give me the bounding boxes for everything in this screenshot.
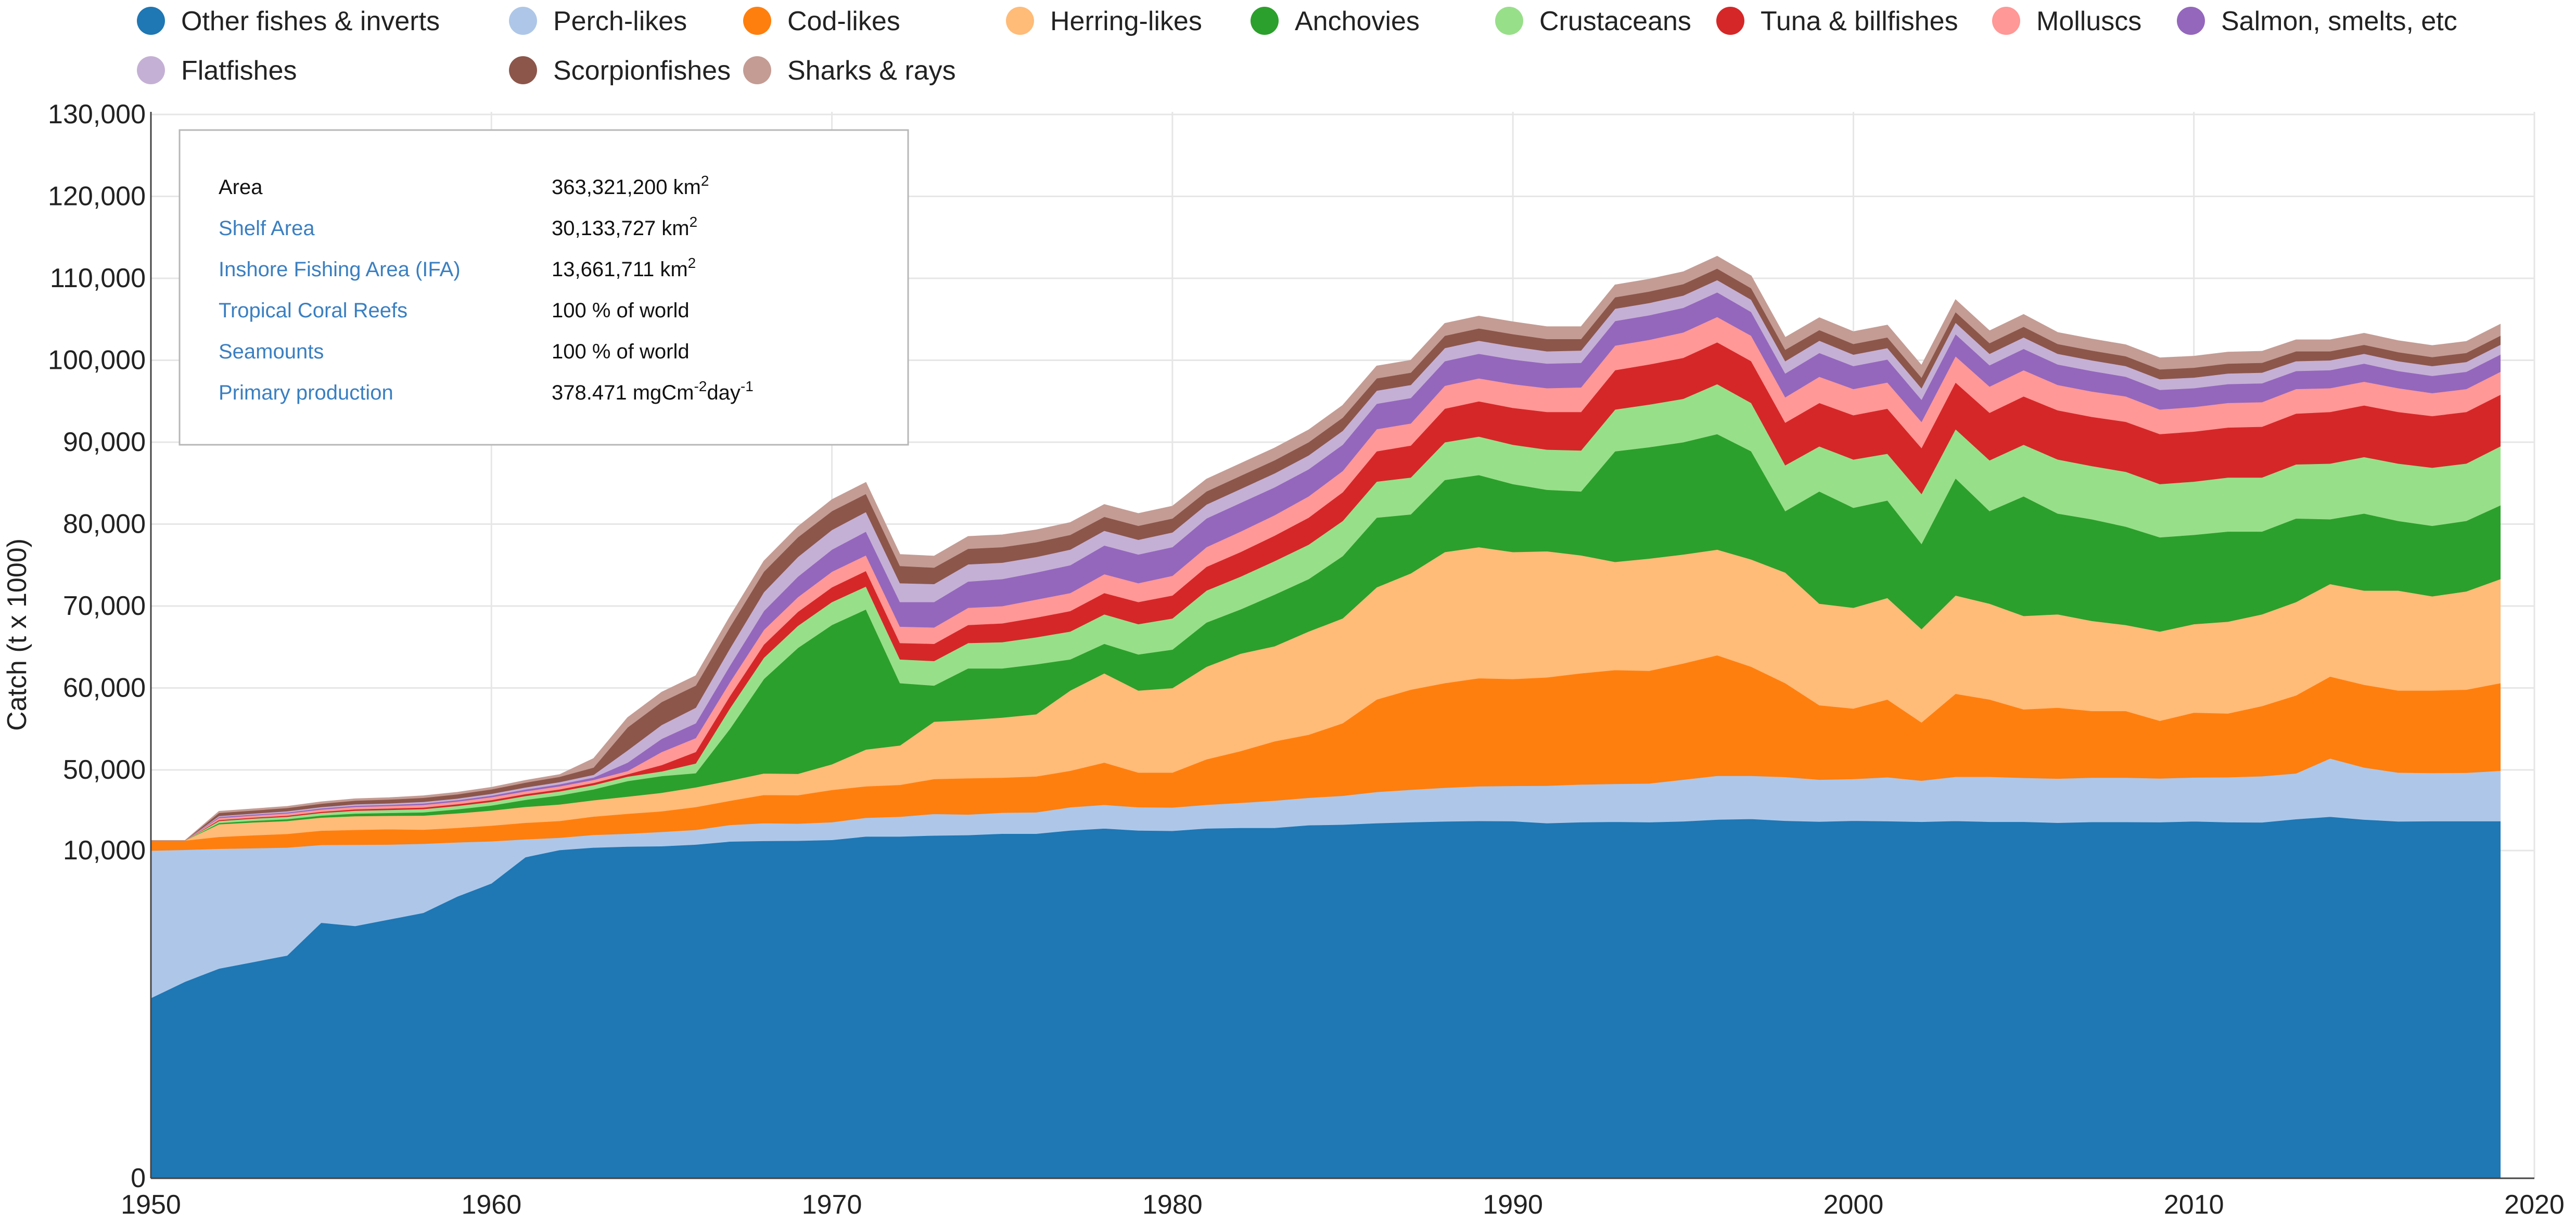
legend-label[interactable]: Other fishes & inverts [181,6,440,36]
y-axis-title: Catch (t x 1000) [2,538,32,731]
axes [150,112,2534,1179]
legend-label[interactable]: Cod-likes [787,6,900,36]
info-label[interactable]: Primary production [219,381,393,404]
legend-swatch[interactable] [1006,7,1034,35]
y-tick-label: 50,000 [63,755,146,785]
x-tick-label: 1960 [461,1190,521,1220]
y-tick-label: 120,000 [48,182,146,212]
x-tick-labels: 1950 1960 1970 1980 1990 2000 2010 2020 [121,1190,2565,1220]
info-value: 363,321,200 km2 [552,173,709,199]
y-tick-label: 70,000 [63,591,146,621]
x-tick-label: 1990 [1483,1190,1543,1220]
x-tick-label: 1950 [121,1190,181,1220]
y-tick-label: 100,000 [48,345,146,376]
legend-swatch[interactable] [1716,7,1744,35]
info-label[interactable]: Shelf Area [219,217,315,240]
legend-swatch[interactable] [1495,7,1523,35]
legend-label[interactable]: Salmon, smelts, etc [2221,6,2457,36]
series-area-11 [151,255,2501,841]
y-tick-label: 90,000 [63,427,146,457]
info-box: Area 363,321,200 km2 Shelf Area 30,133,727 … [178,129,909,446]
y-tick-label: 60,000 [63,673,146,703]
info-label[interactable]: Tropical Coral Reefs [219,299,407,322]
y-tick-label: 110,000 [50,263,146,293]
legend-label[interactable]: Herring-likes [1050,6,1202,36]
legend: Other fishes & inverts Perch-likes Cod-lik… [137,6,2457,86]
info-box-frame [178,129,909,446]
info-value: 30,133,727 km2 [552,214,697,240]
y-tick-label: 0 [131,1163,146,1193]
info-label[interactable]: Inshore Fishing Area (IFA) [219,258,461,281]
info-value: 100 % of world [552,340,690,363]
legend-label[interactable]: Crustaceans [1539,6,1691,36]
legend-swatch[interactable] [1251,7,1279,35]
legend-swatch[interactable] [1992,7,2020,35]
legend-swatch[interactable] [509,56,537,84]
y-tick-label: 130,000 [48,99,146,130]
legend-label[interactable]: Perch-likes [553,6,687,36]
y-tick-label: 10,000 [63,835,146,866]
x-tick-label: 2020 [2504,1190,2565,1220]
info-value: 13,661,711 km2 [552,255,696,281]
legend-label[interactable]: Flatfishes [181,56,297,86]
legend-swatch[interactable] [137,56,165,84]
x-tick-label: 2010 [2164,1190,2224,1220]
info-label[interactable]: Seamounts [219,340,324,363]
legend-label[interactable]: Tuna & billfishes [1761,6,1958,36]
legend-label[interactable]: Sharks & rays [787,56,956,86]
x-tick-label: 1980 [1142,1190,1203,1220]
legend-swatch[interactable] [743,56,771,84]
legend-label[interactable]: Anchovies [1295,6,1420,36]
info-label: Area [219,176,263,199]
y-tick-label: 80,000 [63,509,146,539]
legend-swatch[interactable] [509,7,537,35]
y-tick-labels: 0 10,000 50,000 60,000 70,000 80,000 90,000 100… [48,99,146,1193]
legend-swatch[interactable] [2177,7,2205,35]
x-tick-label: 1970 [802,1190,862,1220]
info-value: 100 % of world [552,299,690,322]
legend-label[interactable]: Molluscs [2036,6,2141,36]
legend-label[interactable]: Scorpionfishes [553,56,731,86]
series-areas [150,255,2501,1179]
legend-swatch[interactable] [743,7,771,35]
legend-swatch[interactable] [137,7,165,35]
info-value: 378.471 mgCm-2day-1 [552,378,754,404]
x-tick-label: 2000 [1823,1190,1884,1220]
